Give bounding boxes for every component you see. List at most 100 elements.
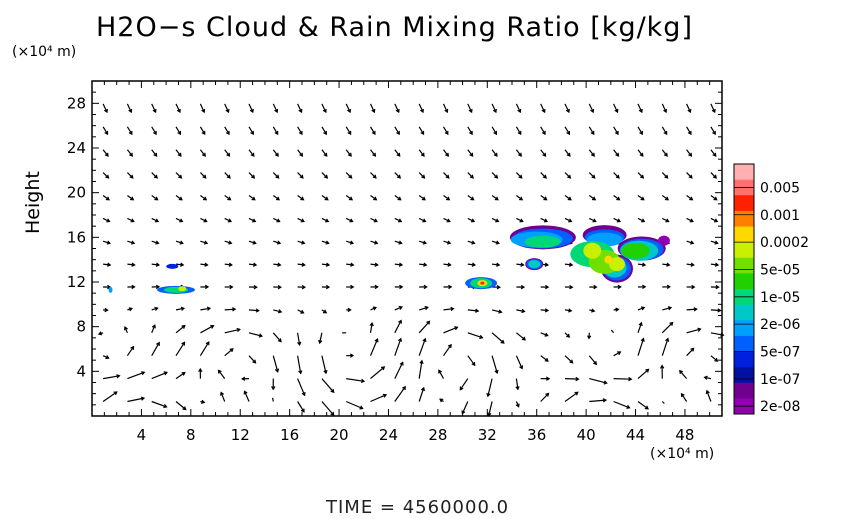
wind-vector-head [494,196,499,201]
wind-vector-head [252,262,258,267]
wind-vector-head [301,391,306,397]
wind-vector [126,149,133,157]
wind-vector [613,195,620,201]
wind-vector-head [330,388,335,394]
colorbar-label: 0.0002 [760,235,809,251]
wind-vector [297,172,304,179]
wind-vector [540,393,549,402]
wind-vector-head [349,353,355,358]
wind-vector-head [567,174,572,179]
wind-vector-head [616,196,621,201]
wind-vector [370,263,378,266]
wind-vector [679,370,688,379]
wind-vector-head [250,152,255,157]
wind-vector-head [420,108,424,114]
wind-vector [394,362,404,379]
wind-vector [394,306,403,311]
wind-vector [515,172,523,179]
wind-vector-head [129,152,134,157]
wind-vector [248,240,256,244]
wind-vector [175,103,181,113]
wind-vector [637,401,649,410]
wind-vector-head [298,130,303,136]
wind-vector-head [397,196,402,201]
wind-vector-head [152,108,157,114]
wind-vector-head [690,240,695,245]
wind-vector [102,103,108,113]
wind-vector [419,240,427,244]
wind-vector-head [639,152,644,157]
wind-vector-head [252,240,257,245]
wind-vector [297,126,303,135]
wind-vector [175,372,186,380]
wind-vector-head [298,108,303,114]
wind-vector [588,126,595,135]
wind-vector [710,195,718,201]
wind-vector-head [544,332,549,337]
wind-vector [661,103,667,113]
wind-vector-head [545,284,550,290]
wind-vector-head [155,284,161,290]
wind-vector-head [382,393,388,398]
cloud-region [166,263,179,269]
wind-vector-head [141,371,146,376]
wind-vector-head [591,308,596,313]
x-tick-label: 36 [527,426,546,444]
wind-vector-head [420,386,425,392]
wind-vector-head [153,174,158,179]
wind-vector-head [663,108,667,114]
wind-vector-head [106,240,112,245]
wind-vector-head [545,376,551,381]
wind-vector [297,149,303,157]
wind-vector [637,103,643,113]
wind-vector-head [156,341,160,346]
wind-vector [516,195,523,201]
wind-vector-head [568,308,573,313]
wind-vector [151,172,158,179]
wind-vector [394,320,402,334]
wind-vector-head [113,391,118,396]
wind-vector-head [359,405,364,410]
wind-vector-head [201,108,206,114]
wind-vector-head [444,108,449,114]
wind-vector [637,172,644,179]
wind-vector [321,103,327,113]
wind-vector-head [496,284,501,290]
wind-vector-head [203,240,209,245]
wind-vector-head [349,240,355,245]
wind-vector [613,400,630,409]
wind-vector-head [566,333,571,338]
wind-vector [418,195,426,201]
wind-vector [588,103,594,113]
wind-vector-head [566,130,571,136]
wind-vector-head [697,327,702,332]
wind-vector-head [278,309,283,314]
wind-vector-head [153,152,158,157]
colorbar-swatch [734,367,754,384]
wind-vector-head [471,240,476,245]
wind-vector-head [348,174,353,179]
cloud-region [583,242,602,259]
wind-vector [151,400,167,408]
wind-vector-head [423,262,428,267]
wind-vector [661,126,668,135]
wind-vector [102,126,109,135]
wind-vector-head [325,240,330,245]
wind-vector [710,263,719,266]
cloud-field [108,225,670,294]
wind-vector-head [515,403,520,408]
wind-vector [272,195,280,201]
colorbar-label: 1e-05 [760,290,800,306]
wind-vector-head [444,130,449,136]
wind-vector [418,172,425,179]
wind-vector [710,103,716,113]
wind-vector [686,217,694,223]
wind-vector-head [324,196,329,201]
wind-vector-head [372,306,377,311]
wind-vector [588,172,596,179]
wind-vector [467,103,473,113]
wind-vector [102,149,109,157]
wind-vector-head [178,174,183,179]
wind-vector-head [454,326,459,331]
wind-vector-head [179,240,184,245]
